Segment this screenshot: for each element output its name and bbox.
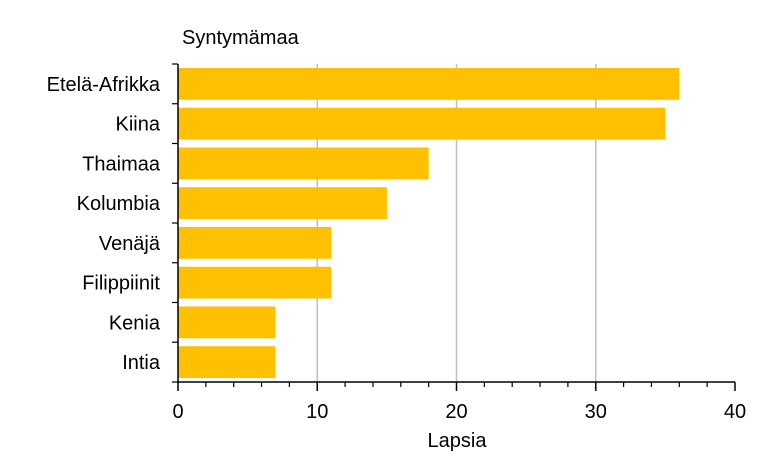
x-tick-labels: 0 10 20 30 40 — [172, 401, 746, 423]
x-tick-label: 30 — [585, 401, 607, 423]
x-axis — [172, 63, 736, 391]
bar — [178, 147, 429, 180]
x-tick-label: 20 — [445, 401, 467, 423]
x-tick-label: 0 — [172, 401, 183, 423]
bar — [178, 67, 680, 100]
category-label: Venäjä — [99, 233, 161, 255]
bar — [178, 266, 332, 299]
bars — [178, 67, 680, 379]
bar — [178, 226, 332, 259]
category-labels: Etelä-Afrikka Kiina Thaimaa Kolumbia Venäjä F… — [47, 74, 161, 374]
x-axis-title: Lapsia — [428, 430, 488, 452]
bar — [178, 306, 276, 339]
bar — [178, 346, 276, 379]
category-label: Intia — [122, 352, 161, 374]
x-tick-label: 40 — [724, 401, 746, 423]
category-label: Kolumbia — [77, 193, 161, 215]
category-label: Thaimaa — [82, 153, 161, 175]
category-label: Kiina — [116, 114, 161, 136]
category-label: Filippiinit — [82, 273, 160, 295]
bar — [178, 187, 387, 220]
bar — [178, 107, 666, 140]
x-tick-label: 10 — [306, 401, 328, 423]
category-axis-title: Syntymämaa — [182, 27, 300, 49]
category-label: Etelä-Afrikka — [47, 74, 161, 96]
category-label: Kenia — [109, 312, 161, 334]
